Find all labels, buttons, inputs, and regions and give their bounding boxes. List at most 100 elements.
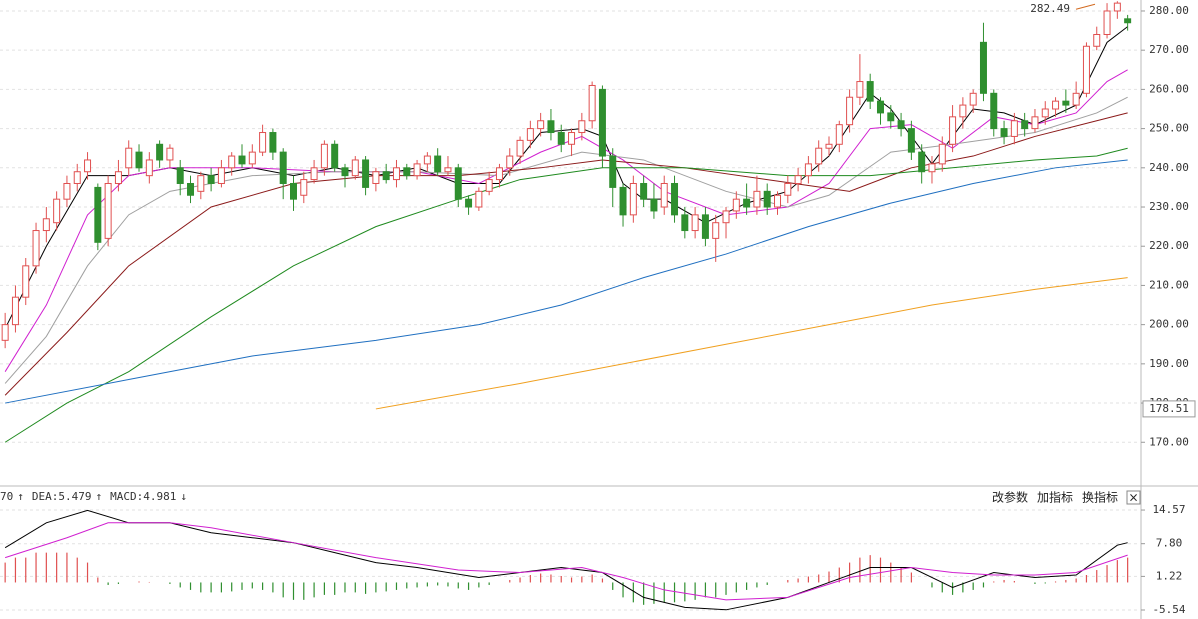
candle-body [547, 120, 555, 134]
candle-body [228, 155, 236, 169]
candle-body [629, 182, 637, 216]
indicator-line [4, 522, 1128, 601]
y-tick-label: 230.00 [1149, 200, 1189, 213]
y-tick-label: 14.57 [1152, 503, 1185, 516]
max-arrow [1075, 3, 1096, 10]
y-tick-label: 170.00 [1149, 435, 1189, 448]
indicator-value: DEA:5.479 [32, 490, 92, 503]
candle-body [763, 190, 771, 208]
y-tick-label: 7.80 [1156, 537, 1183, 550]
candle-body [485, 179, 493, 192]
candle-body [331, 143, 339, 169]
indicator-line [375, 277, 1128, 410]
candle-body [835, 124, 843, 145]
candle-body [794, 175, 802, 184]
candle-body [516, 139, 524, 157]
candle-body [362, 159, 370, 188]
candle-body [876, 100, 884, 114]
close-box[interactable] [1126, 490, 1141, 505]
candle-body [269, 132, 277, 153]
indicator-arrow: ↑ [95, 490, 102, 503]
candle-body [619, 186, 627, 216]
y-tick-label: 240.00 [1149, 161, 1189, 174]
candle-body [557, 132, 565, 145]
y-tick-label: -5.54 [1152, 603, 1185, 616]
candle-body [1041, 108, 1049, 118]
candle-body [300, 179, 308, 196]
candle-body [135, 151, 143, 169]
candle-body [918, 151, 926, 173]
indicator-arrow: ↑ [17, 490, 24, 503]
y-tick-label: 250.00 [1149, 122, 1189, 135]
candle-body [73, 171, 81, 184]
candle-body [537, 120, 545, 130]
indicator-value: 70 [0, 490, 13, 503]
candle-body [969, 92, 977, 106]
candle-body [217, 167, 225, 184]
candle-body [63, 182, 71, 200]
candle-body [568, 132, 576, 145]
y-tick-label: 260.00 [1149, 82, 1189, 95]
indicator-line [4, 147, 1128, 443]
candle-body [94, 186, 102, 243]
candle-body [640, 182, 648, 200]
price-marker: 178.51 [1149, 402, 1189, 415]
candle-body [609, 155, 617, 188]
candle-body [351, 159, 359, 177]
candle-body [279, 151, 287, 184]
candle-body [42, 218, 50, 232]
button[interactable]: 加指标 [1037, 490, 1073, 505]
indicator-line [4, 509, 1128, 611]
candle-body [856, 81, 864, 98]
candle-body [907, 128, 915, 153]
candle-body [701, 214, 709, 239]
candle-body [979, 41, 987, 94]
candle-body [949, 116, 957, 145]
candle-body [732, 198, 740, 212]
candle-body [145, 159, 153, 177]
candle-body [104, 182, 112, 239]
candle-body [866, 81, 874, 102]
candle-body [1000, 128, 1008, 137]
candle-body [1103, 10, 1111, 36]
candle-body [1, 324, 9, 341]
candle-body [650, 198, 658, 212]
candle-body [423, 155, 431, 165]
candle-body [238, 155, 246, 165]
candle-body [475, 190, 483, 208]
candle-body [156, 143, 164, 161]
close-button[interactable]: × [1128, 491, 1138, 505]
candle-body [382, 171, 390, 181]
y-tick-label: 210.00 [1149, 278, 1189, 291]
candle-body [1062, 100, 1070, 106]
candle-body [588, 84, 596, 122]
candle-body [681, 214, 689, 232]
price-marker-box [1142, 400, 1196, 418]
candle-body [743, 198, 751, 208]
candle-body [444, 167, 452, 173]
candle-body [32, 230, 40, 267]
candle-body [897, 120, 905, 130]
candle-body [712, 222, 720, 239]
candle-body [114, 171, 122, 184]
candle-body [403, 167, 411, 177]
candle-body [289, 182, 297, 200]
candle-body [825, 143, 833, 149]
candle-body [248, 151, 256, 165]
candle-body [598, 88, 606, 157]
candle-body [887, 112, 895, 122]
candle-body [1052, 100, 1060, 110]
candle-body [413, 163, 421, 177]
button[interactable]: 改参数 [992, 490, 1028, 505]
indicator-line [5, 159, 1128, 404]
candle-body [22, 265, 30, 298]
candle-body [928, 163, 936, 173]
button[interactable]: 换指标 [1082, 490, 1118, 505]
candle-body [990, 92, 998, 130]
candle-body [434, 155, 442, 173]
candle-body [320, 143, 328, 169]
y-tick-label: 270.00 [1149, 43, 1189, 56]
max-label: 282.49 [1030, 2, 1070, 15]
candle-body [392, 167, 400, 181]
